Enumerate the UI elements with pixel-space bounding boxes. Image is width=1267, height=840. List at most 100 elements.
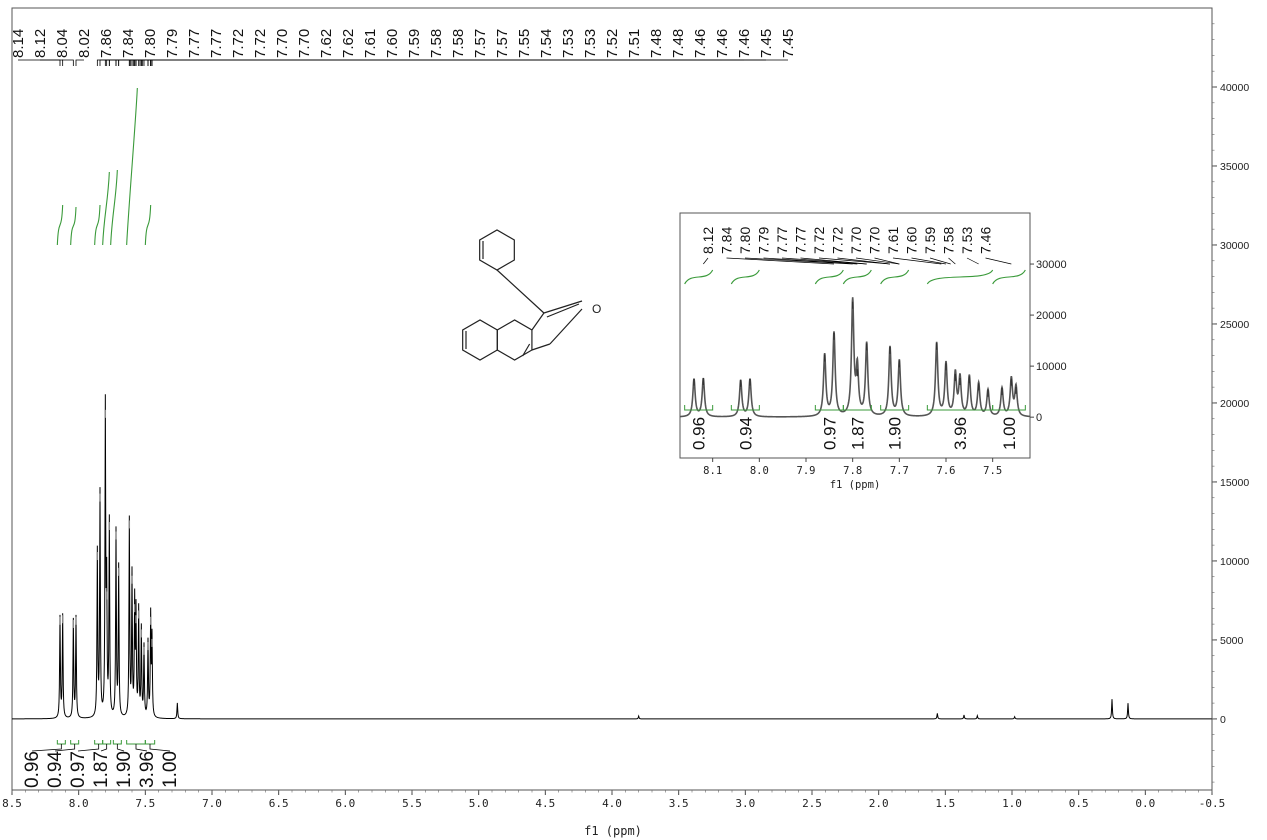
- integral-leader-line: [54, 744, 76, 752]
- inset-peak-leader-line: [929, 257, 951, 265]
- integral-curve: [70, 206, 77, 246]
- peak-label: 7.53: [582, 29, 599, 58]
- inset-peak-leader-line: [855, 257, 900, 265]
- inset-spectrum-trace: [679, 297, 1031, 418]
- peak-label: 7.46: [692, 29, 709, 58]
- inset-peak-leader-line: [818, 257, 891, 265]
- inset-integral-curve: [684, 269, 714, 285]
- inset-peak-label: 7.46: [978, 227, 994, 254]
- peak-leader-line: [118, 59, 282, 66]
- peak-label: 7.58: [450, 29, 467, 58]
- integral-label: 1.00: [160, 751, 181, 788]
- peak-label: 7.77: [208, 29, 225, 58]
- inset-peak-leader-line: [948, 257, 956, 265]
- inset-plot: 8.1 8.0 7.9 7.8 7.7 7.6 7.5 f1 (ppm) 0 10000 20000…: [679, 212, 1067, 491]
- peak-leader-line: [150, 59, 700, 66]
- peak-label: 7.79: [164, 29, 181, 58]
- inset-peak-label: 8.12: [700, 227, 716, 254]
- peak-leader-line: [118, 59, 304, 66]
- bond: [546, 303, 580, 318]
- peak-label: 7.54: [538, 29, 555, 58]
- integral-leader-line: [135, 744, 148, 752]
- x-tick-label: 1.5: [935, 797, 955, 810]
- x-tick-label: 5.5: [402, 797, 422, 810]
- integral-leader-line: [100, 744, 108, 752]
- peak-label: 7.52: [604, 29, 621, 58]
- x-axis-title: f1 (ppm): [584, 824, 642, 838]
- ring-bond: [479, 229, 515, 271]
- inset-y-tick-label: 10000: [1036, 361, 1067, 373]
- peak-leader-line: [96, 59, 106, 66]
- peak-label: 7.51: [626, 29, 643, 58]
- inset-y-tick-label: 30000: [1036, 259, 1067, 271]
- y-tick-label: 40000: [1220, 82, 1249, 94]
- x-tick-label: 6.5: [269, 797, 289, 810]
- x-tick-label: 3.0: [735, 797, 755, 810]
- x-tick-label: 6.0: [335, 797, 355, 810]
- integral-label: 0.94: [45, 751, 66, 788]
- inset-integral-label: 0.94: [736, 417, 755, 450]
- integral-label: 0.96: [22, 751, 43, 788]
- peak-label: 8.04: [54, 29, 71, 58]
- inset-integral-bracket: [730, 405, 760, 411]
- bond: [549, 308, 583, 345]
- inset-x-tick-label: 7.5: [983, 465, 1002, 477]
- x-tick-label: 7.0: [202, 797, 222, 810]
- peak-label: 7.58: [428, 29, 445, 58]
- peak-label: 7.55: [516, 29, 533, 58]
- x-tick-label: -0.5: [1199, 797, 1226, 810]
- x-tick-label: 1.0: [1002, 797, 1022, 810]
- inset-integral-bracket: [880, 405, 910, 411]
- peak-leader-line: [134, 59, 458, 66]
- integral-leader-line: [77, 744, 100, 752]
- x-tick-label: 5.0: [469, 797, 489, 810]
- inset-peak-label: 7.72: [830, 227, 846, 254]
- peak-label: 7.72: [252, 29, 269, 58]
- integral-bracket: [56, 740, 66, 745]
- inset-integral-curve: [880, 269, 910, 285]
- integral-curve: [126, 87, 138, 246]
- inset-x-tick-label: 8.0: [750, 465, 769, 477]
- inset-y-tick-label: 0: [1036, 412, 1042, 424]
- inset-peak-label: 7.77: [793, 227, 809, 254]
- inset-integral-bracket: [992, 405, 1026, 411]
- peak-label: 7.62: [340, 29, 357, 58]
- peak-label: 7.62: [318, 29, 335, 58]
- peak-leader-line: [150, 59, 722, 66]
- integral-leader-line: [31, 744, 62, 752]
- inset-integral-label: 0.96: [690, 417, 709, 450]
- peak-leader-line: [104, 59, 150, 66]
- bond: [543, 300, 583, 314]
- inset-peak-label: 7.70: [848, 227, 864, 254]
- x-tick-label: 7.5: [135, 797, 155, 810]
- peak-label: 7.77: [186, 29, 203, 58]
- x-tick-label: 4.0: [602, 797, 622, 810]
- peak-leader-line: [151, 59, 788, 66]
- integral-label: 1.87: [91, 751, 112, 788]
- x-tick-label: 2.0: [869, 797, 889, 810]
- inset-peak-leader-line: [985, 257, 1012, 265]
- x-tick-label: 4.5: [535, 797, 555, 810]
- peak-label: 7.46: [714, 29, 731, 58]
- peak-leader-line: [147, 59, 656, 66]
- x-tick-label: 8.0: [69, 797, 89, 810]
- inset-peak-leader-line: [966, 257, 979, 265]
- inset-peak-leader-line: [763, 257, 858, 265]
- y-tick-label: 15000: [1220, 477, 1249, 489]
- y-tick-label: 0: [1220, 714, 1226, 726]
- y-tick-label: 30000: [1220, 240, 1249, 252]
- y-tick-label: 25000: [1220, 319, 1249, 331]
- peak-label: 7.72: [230, 29, 247, 58]
- integral-bracket: [70, 740, 80, 745]
- spectrum-trace: [12, 394, 1212, 720]
- inset-peak-label: 7.70: [867, 227, 883, 254]
- peak-label: 7.59: [406, 29, 423, 58]
- inset-integral-curve: [814, 269, 844, 285]
- peak-leader-line: [147, 59, 678, 66]
- inset-integral-curve: [842, 269, 872, 285]
- integral-curve: [94, 204, 101, 246]
- inset-peak-leader-line: [874, 257, 900, 265]
- peak-label: 7.57: [472, 29, 489, 58]
- inset-frame: [679, 212, 1031, 459]
